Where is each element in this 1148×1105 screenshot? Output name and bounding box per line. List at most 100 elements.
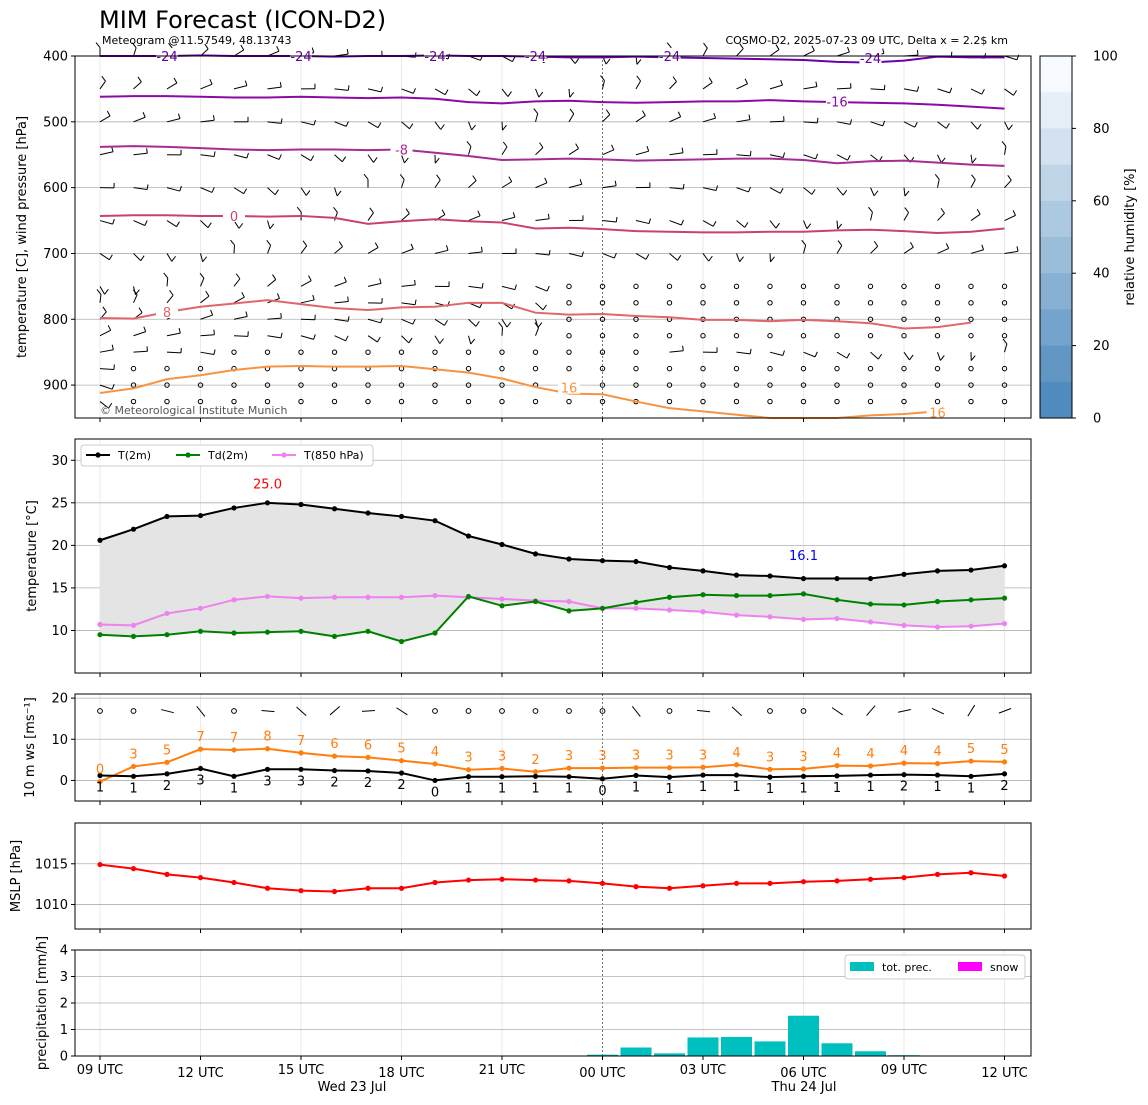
mslp-line-point: [231, 879, 237, 886]
wind-barb: [367, 88, 382, 93]
wind-barb: [401, 335, 410, 344]
mean-wind-value-label: 1: [833, 781, 841, 796]
mslp-line-point: [901, 875, 907, 881]
wind-barb-flag: [377, 122, 382, 128]
calm-wind-circle: [834, 382, 840, 388]
chart-subtitle-location: Meteogram @11.57549, 48.13743: [102, 34, 292, 47]
wind-barb-flag: [672, 76, 677, 82]
td2m-line-point: [298, 628, 304, 634]
mean-wind-line-point: [231, 773, 237, 779]
mean-wind-line-point: [298, 766, 304, 772]
calm-wind-circle: [231, 398, 237, 405]
isotherm-label: -8: [395, 143, 408, 158]
t850-line-point: [700, 609, 706, 615]
wind-barb: [267, 279, 277, 287]
isotherm-label-bg: [290, 48, 312, 62]
wind-barb-flag: [703, 42, 708, 49]
wind-barb: [736, 187, 749, 193]
wind-barb: [931, 708, 945, 715]
wind-barb-flag: [547, 213, 550, 219]
x-tick-label: 06 UTC: [780, 1066, 826, 1081]
wind-barb-flag: [847, 46, 850, 53]
t2m-line-point: [1001, 563, 1008, 569]
wind-barb: [401, 302, 416, 306]
temperature-annotation-max: 25.0: [253, 477, 282, 492]
mean-wind-line-point: [130, 773, 137, 779]
wind-barb-flag: [811, 45, 815, 51]
wind-barb: [334, 187, 338, 197]
wind-barb: [267, 86, 282, 90]
calm-wind-circle: [197, 365, 204, 372]
calm-wind-circle: [901, 300, 907, 306]
wind-barb-flag: [677, 255, 682, 261]
gust-value-label: 6: [364, 738, 372, 753]
chart-title: MIM Forecast (ICON-D2): [99, 6, 387, 34]
td2m-line-point: [231, 630, 237, 636]
wind-barb-flag: [434, 157, 440, 164]
wind-barb-flag: [680, 219, 684, 226]
wind-barb: [367, 282, 382, 287]
gust-value-label: 6: [330, 737, 338, 752]
y-tick-label: 0: [60, 1050, 68, 1065]
wind-barb: [836, 187, 844, 196]
mslp-line-point: [733, 880, 740, 886]
wind-barb-flag: [241, 291, 245, 298]
wind-barb-flag: [245, 311, 248, 317]
wind-barb: [535, 302, 544, 311]
legend-swatch: [850, 962, 874, 971]
precipitation-bar: [855, 1051, 886, 1056]
mean-wind-value-label: 1: [498, 782, 506, 797]
wind-barb-flag: [276, 293, 280, 299]
gust-value-label: 4: [833, 747, 841, 762]
mslp-line-point: [934, 871, 941, 877]
wind-barb: [468, 285, 483, 289]
isotherm-label: -24: [424, 50, 445, 65]
calm-wind-circle: [465, 708, 472, 714]
t2m-line-point: [968, 567, 974, 573]
wind-barb-flag: [111, 344, 114, 350]
wind-barb-flag: [404, 157, 409, 164]
wind-barb: [434, 318, 445, 326]
calm-wind-circle: [566, 333, 572, 339]
wind-barb: [434, 249, 449, 254]
wind-barb-flag: [143, 326, 147, 332]
mean-wind-value-label: 1: [766, 782, 774, 797]
wind-barb: [535, 218, 550, 222]
wind-barb: [702, 47, 708, 57]
calm-wind-circle: [700, 333, 706, 339]
calm-wind-circle: [499, 382, 505, 388]
gust-value-label: 8: [263, 730, 271, 745]
calm-wind-circle: [465, 365, 472, 372]
wind-barb: [803, 220, 808, 229]
wind-barb-flag: [579, 179, 583, 185]
t2m-line-point: [499, 541, 505, 548]
mean-wind-value-label: 1: [565, 782, 573, 797]
wind-barb: [99, 368, 114, 371]
wind-barb-flag: [539, 142, 544, 148]
wind-barb: [937, 121, 947, 129]
y-tick-label: 20: [51, 692, 68, 707]
wind-barb: [367, 212, 374, 221]
gust-value-label: 3: [665, 749, 673, 764]
colorbar-band: [1040, 92, 1072, 129]
wind-barb: [769, 120, 784, 123]
wind-barb-flag: [914, 121, 918, 128]
mean-wind-value-label: 1: [230, 781, 238, 796]
isotherm-label-bg: [524, 48, 547, 62]
wind-barb: [99, 220, 113, 225]
wind-barb-flag: [408, 337, 413, 344]
calm-wind-circle: [800, 283, 807, 290]
wind-barb: [870, 88, 885, 91]
wind-barb-flag: [213, 151, 216, 157]
wind-barb: [970, 154, 973, 164]
wind-barb-flag: [414, 299, 417, 305]
calm-wind-circle: [231, 382, 237, 388]
wind-barb: [334, 212, 338, 221]
wind-barb: [334, 318, 349, 322]
gust-line-point: [834, 763, 840, 769]
wind-barb-flag: [278, 154, 282, 160]
wind-barb-flag: [780, 79, 783, 86]
wind-barb-flag: [1013, 90, 1017, 96]
mean-wind-line-point: [499, 774, 505, 780]
wind-barb: [334, 121, 347, 127]
